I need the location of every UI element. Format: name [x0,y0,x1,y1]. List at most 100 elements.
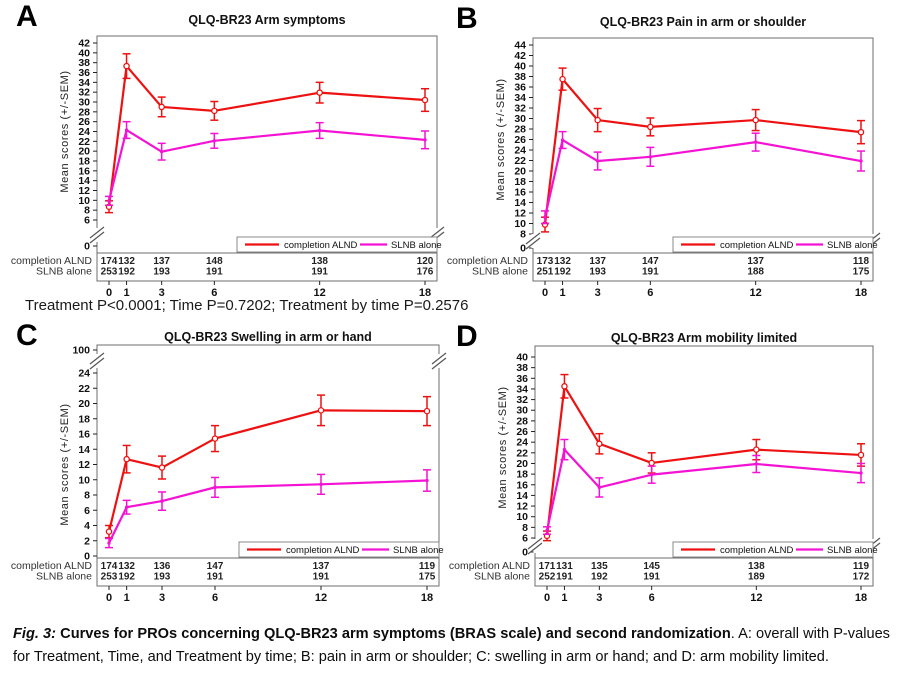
y-tick-label-broken: 0 [522,547,528,559]
y-tick-label: 12 [514,208,526,220]
data-point-marker [421,96,429,104]
y-tick-label: 10 [514,218,526,230]
data-point-marker [319,482,323,487]
y-tick-label: 32 [78,87,90,99]
panel-d-letter: D [456,320,478,353]
y-tick-label: 14 [78,175,90,187]
at-risk-count: 253 [101,572,118,583]
x-tick-label: 18 [855,592,867,604]
data-point-marker [559,75,566,83]
plot-frame [96,344,440,559]
at-risk-count: 191 [206,267,223,278]
y-tick-label: 22 [514,155,526,167]
panel-d-chart: 68101214161820222426283032343638400Mean … [449,345,881,604]
y-tick-label: 16 [78,429,90,441]
at-risk-count: 175 [419,572,436,583]
legend: completion ALND SLNB alone [672,541,878,558]
x-tick-label: 12 [314,287,326,299]
at-risk-row-label: completion ALND [449,560,531,572]
y-tick-label: 18 [514,176,526,188]
series-slnb-alone [105,469,431,549]
data-point-marker [423,407,431,415]
data-point-marker [123,62,130,70]
y-tick-label: 32 [514,103,526,115]
x-tick-label: 0 [106,592,112,604]
y-tick-label: 24 [514,145,526,157]
y-tick-label: 20 [514,166,526,178]
x-tick-label: 1 [123,287,129,299]
data-point-marker [543,215,547,219]
data-point-marker [124,128,129,132]
at-risk-count: 145 [643,561,660,572]
at-risk-count: 191 [643,572,660,583]
y-tick-label: 36 [78,67,90,79]
caption-bold-text: Curves for PROs concerning QLQ-BR23 arm … [56,626,731,642]
at-risk-count: 137 [589,256,606,267]
y-tick-label: 10 [78,474,90,486]
data-point-marker [859,159,863,163]
at-risk-count: 137 [313,561,330,572]
axis-break-mark [89,352,105,365]
at-risk-count: 172 [853,572,870,583]
at-risk-count: 137 [747,256,764,267]
legend-label-completion-alnd: completion ALND [284,240,358,251]
x-tick-label: 3 [596,592,602,604]
data-point-marker [213,485,217,490]
x-tick-label: 12 [750,287,762,299]
legend-label-slnb-alone: SLNB alone [393,545,444,556]
at-risk-count: 191 [313,572,330,583]
at-risk-row-label: completion ALND [11,255,93,267]
data-point-marker [158,103,165,111]
y-tick-label: 40 [78,47,90,59]
series-completion-alnd [543,373,865,542]
x-tick-label: 6 [212,592,218,604]
x-tick-label: 0 [542,287,548,299]
y-tick-label: 20 [516,458,528,470]
y-tick-label-broken: 0 [84,241,90,253]
plot-frame [532,37,874,254]
data-point-marker [211,435,219,442]
data-point-marker [160,499,164,503]
data-point-marker [753,446,760,453]
legend: completion ALND SLNB alone [672,236,878,253]
at-risk-count: 119 [419,561,436,572]
y-tick-label: 8 [520,229,526,241]
data-point-marker [545,528,549,533]
legend: completion ALND SLNB alone [236,236,442,253]
at-risk-row-label: SLNB alone [36,266,92,278]
legend-label-slnb-alone: SLNB alone [827,240,878,251]
data-point-marker [425,478,429,483]
at-risk-row-label: SLNB alone [36,571,92,583]
x-tick-label: 18 [855,287,867,299]
panel-a-title: QLQ-BR23 Arm symptoms [188,13,346,27]
at-risk-count: 192 [118,267,135,278]
data-point-marker [124,505,129,509]
y-tick-label: 8 [522,522,528,534]
y-tick-label-broken: 0 [520,243,526,255]
data-point-marker [159,149,164,154]
at-risk-row-label: completion ALND [11,560,93,572]
series-completion-alnd [105,53,429,214]
data-point-marker [596,440,603,448]
y-axis-title: Mean scores (+/-SEM) [59,403,71,525]
axis-break-mark [431,352,447,365]
y-tick-label: 44 [514,40,526,52]
y-tick-label: 12 [78,185,90,197]
panel-d-title: QLQ-BR23 Arm mobility limited [610,331,798,345]
panel-c-letter: C [16,319,38,352]
y-tick-label: 34 [514,92,526,104]
at-risk-count: 191 [207,572,224,583]
at-risk-count: 131 [556,561,573,572]
legend-label-completion-alnd: completion ALND [720,240,794,251]
data-point-marker [754,462,759,466]
x-tick-label: 0 [106,287,112,299]
at-risk-count: 135 [591,561,608,572]
axis-break-mark [527,537,543,550]
y-tick-label: 36 [514,82,526,94]
at-risk-count: 191 [311,267,328,278]
data-point-marker [107,199,111,203]
at-risk-count: 174 [101,561,118,572]
